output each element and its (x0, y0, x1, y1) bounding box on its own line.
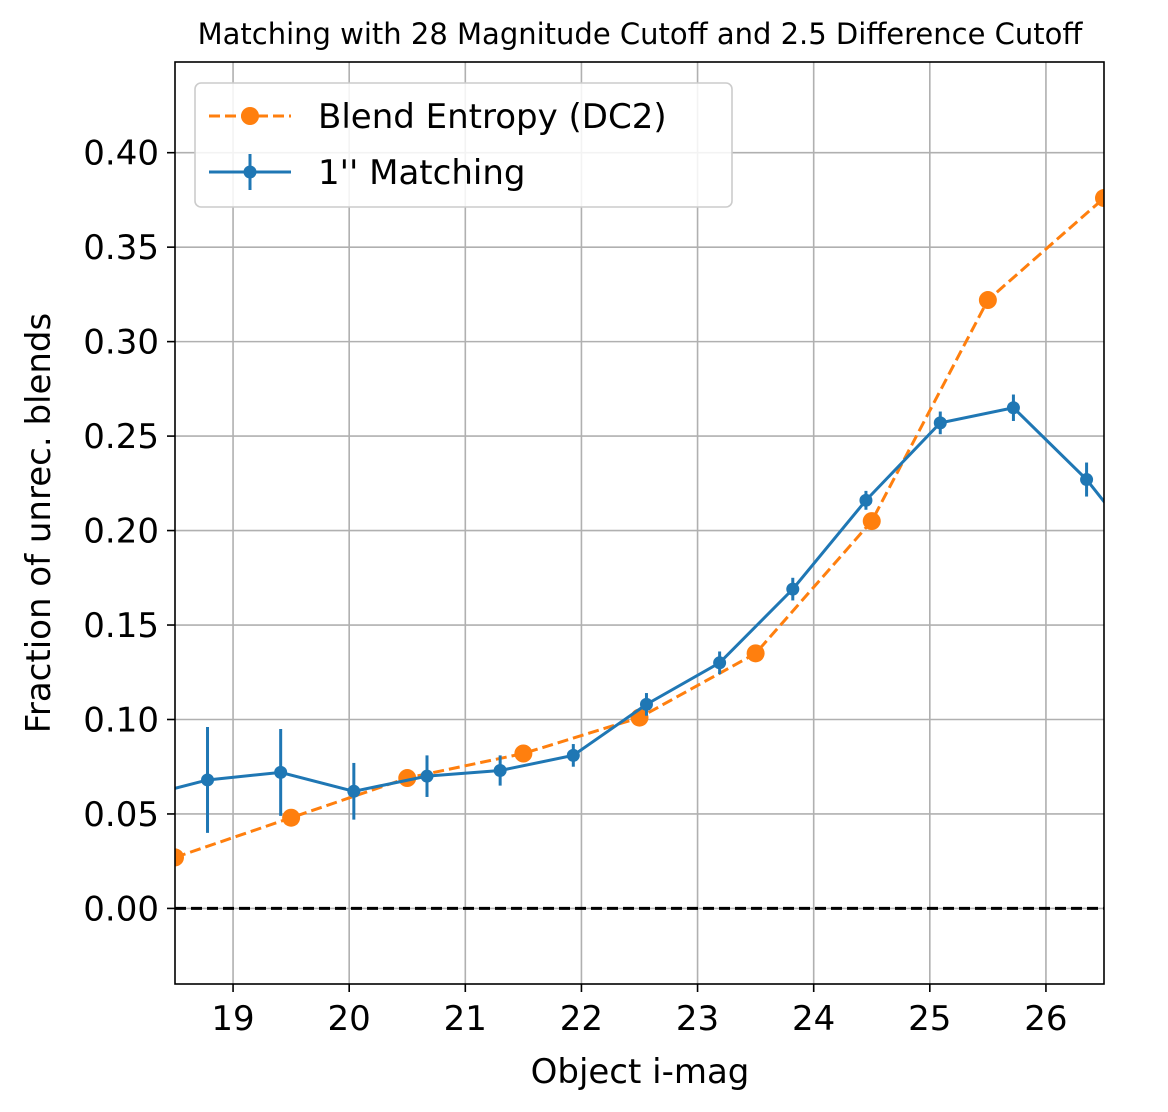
legend-marker-icon (243, 165, 257, 179)
x-axis-label: Object i-mag (531, 1052, 750, 1092)
data-point (978, 291, 997, 310)
legend-item: Blend Entropy (DC2) (209, 97, 667, 137)
data-point (493, 764, 507, 778)
series-matching (175, 394, 1166, 833)
y-tick-label: 0.20 (83, 512, 159, 552)
legend-label: 1'' Matching (318, 153, 525, 193)
y-tick-label: 0.25 (83, 417, 159, 457)
legend-marker-icon (241, 107, 259, 125)
plot-series (175, 189, 1166, 867)
x-tick-label: 19 (211, 999, 254, 1039)
x-tick-label: 21 (444, 999, 487, 1039)
data-point (347, 784, 361, 798)
y-tick-label: 0.05 (83, 795, 159, 835)
y-tick-label: 0.30 (83, 323, 159, 363)
data-point (201, 773, 215, 787)
series-blend-entropy (175, 189, 1104, 867)
data-point (862, 512, 881, 531)
x-tick-label: 22 (560, 999, 603, 1039)
data-point (420, 769, 434, 783)
data-point (175, 848, 184, 867)
data-point (1095, 189, 1104, 208)
data-point (1006, 401, 1020, 415)
y-tick-label: 0.10 (83, 700, 159, 740)
x-axis: 19 20 21 22 23 24 25 26 (211, 984, 1068, 1039)
data-point (514, 744, 533, 763)
x-tick-label: 20 (328, 999, 371, 1039)
y-tick-label: 0.00 (83, 889, 159, 929)
y-tick-label: 0.15 (83, 606, 159, 646)
data-point (1080, 473, 1094, 487)
data-point (786, 582, 800, 596)
chart-title: Matching with 28 Magnitude Cutoff and 2.… (198, 17, 1084, 51)
data-point (933, 416, 947, 430)
x-tick-label: 24 (792, 999, 835, 1039)
y-tick-label: 0.40 (83, 134, 159, 174)
data-point (566, 748, 580, 762)
legend: Blend Entropy (DC2) 1'' Matching (194, 82, 733, 208)
data-point (746, 644, 765, 663)
legend-label: Blend Entropy (DC2) (318, 97, 667, 137)
legend-item: 1'' Matching (209, 153, 525, 193)
data-point (1153, 566, 1166, 579)
x-tick-label: 23 (676, 999, 719, 1039)
data-point (713, 656, 727, 670)
data-point (859, 493, 873, 507)
y-axis-label: Fraction of unrec. blends (19, 313, 59, 733)
data-point (274, 765, 288, 779)
series-line (175, 406, 1104, 793)
series-line (175, 196, 1104, 859)
x-tick-label: 26 (1024, 999, 1067, 1039)
y-tick-label: 0.35 (83, 228, 159, 268)
plot-frame (174, 61, 1105, 985)
legend-box (194, 82, 733, 208)
x-tick-label: 25 (908, 999, 951, 1039)
data-point (639, 697, 653, 711)
y-axis: 0.00 0.05 0.10 0.15 0.20 0.25 0.30 0.35 0.40 (83, 134, 175, 929)
data-point (282, 808, 301, 827)
